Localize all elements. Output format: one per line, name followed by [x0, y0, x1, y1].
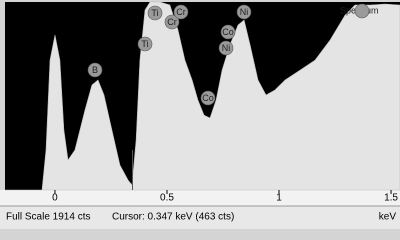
element-label: B — [92, 65, 98, 75]
x-tick-label: 1 — [276, 193, 282, 204]
element-marker — [236, 4, 252, 20]
element-label: Ti — [151, 8, 158, 18]
element-label: Co — [202, 93, 214, 103]
x-tick-label: 1.5 — [384, 193, 398, 204]
title-marker — [354, 3, 370, 19]
element-label: Ni — [222, 43, 231, 53]
cursor-text: Cursor: 0.347 keV (463 cts) — [112, 212, 234, 223]
element-label: Cr — [167, 17, 177, 27]
element-label: Co — [222, 27, 234, 37]
element-marker — [164, 14, 180, 30]
element-marker — [87, 62, 103, 78]
element-marker — [220, 24, 236, 40]
element-marker — [218, 40, 234, 56]
x-tick-label: 0 — [52, 193, 58, 204]
element-marker — [147, 5, 163, 21]
spectrum-window: 00.511.5BTiCrCrTiNiCoNiCoSpectrum Full S… — [0, 0, 400, 229]
element-marker — [173, 4, 189, 20]
element-marker — [200, 90, 216, 106]
axis-strip — [0, 190, 400, 206]
element-label: Cr — [176, 7, 186, 17]
element-label: Ti — [141, 39, 148, 49]
element-label: Ni — [240, 7, 249, 17]
full-scale-text: Full Scale 1914 cts — [6, 212, 91, 223]
x-axis-label: keV — [379, 212, 397, 223]
x-tick-label: 0.5 — [160, 193, 174, 204]
spectrum-area — [5, 1, 400, 191]
element-marker — [137, 36, 153, 52]
status-bar — [0, 206, 400, 229]
plot: 00.511.5BTiCrCrTiNiCoNiCoSpectrum — [5, 1, 400, 204]
